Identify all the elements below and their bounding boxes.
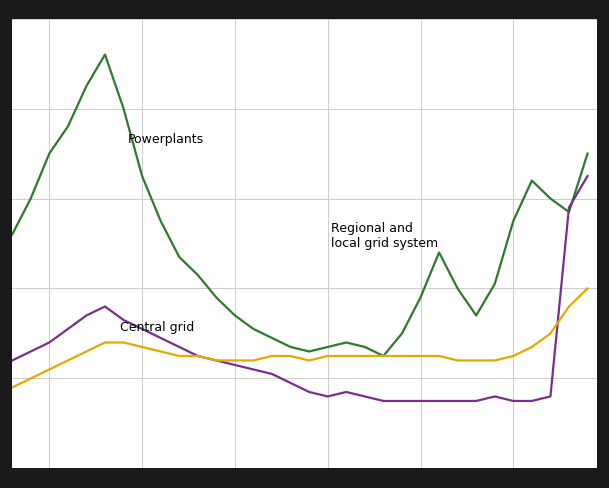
Text: Powerplants: Powerplants [127,132,203,145]
Text: Central grid: Central grid [120,321,194,334]
Text: Regional and
local grid system: Regional and local grid system [331,222,438,249]
